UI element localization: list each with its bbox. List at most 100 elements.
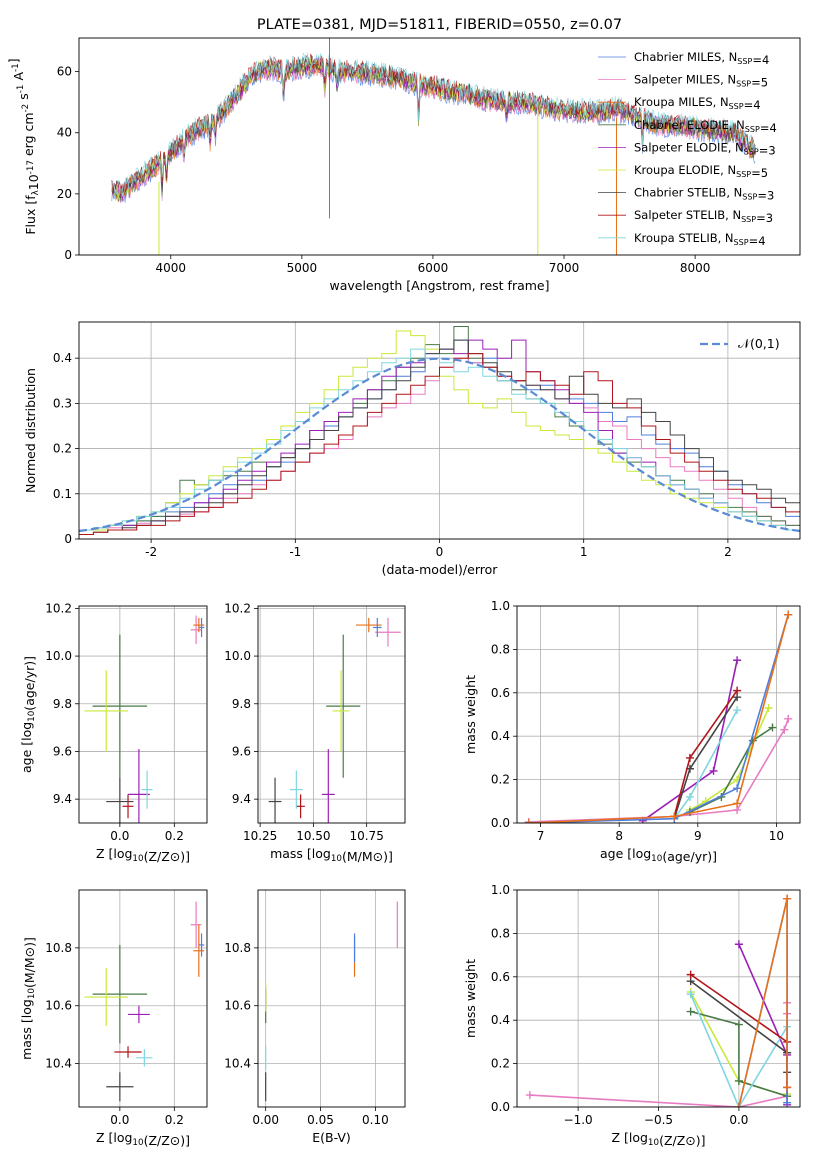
spectrum-series xyxy=(111,56,756,200)
y-tick-label: 0.4 xyxy=(53,351,72,365)
x-tick-label: 10.75 xyxy=(349,829,383,843)
weight-marker xyxy=(733,784,742,793)
x-tick-label: 7 xyxy=(537,829,545,843)
weight-age-lines xyxy=(524,610,793,823)
histogram-series xyxy=(79,348,800,539)
y-tick-label: 0.6 xyxy=(491,686,510,700)
residuals-axes: -2 -1 0 1 2 0 0.1 0.2 0.3 0.4 xyxy=(53,322,800,559)
spectrum-frame xyxy=(78,37,801,256)
weight-marker xyxy=(670,812,679,821)
weight-series xyxy=(528,614,789,823)
legend-label: Salpeter STELIB, NSSP=3 xyxy=(634,208,773,225)
histogram-series xyxy=(79,339,800,539)
y-tick-label: 9.6 xyxy=(53,744,72,758)
y-tick-label: 0 xyxy=(64,532,72,546)
y-tick-label: 10.4 xyxy=(224,1057,251,1071)
residuals-xlabel: (data-model)/error xyxy=(382,562,499,577)
x-tick-label: 7000 xyxy=(549,261,580,275)
y-tick-label: 0.1 xyxy=(53,487,72,501)
y-tick-label: 20 xyxy=(57,187,72,201)
y-tick-label: 0.2 xyxy=(491,1057,510,1071)
legend-label: Salpeter ELODIE, NSSP=3 xyxy=(634,140,776,157)
x-tick-label: 0 xyxy=(436,545,444,559)
legend-label: Chabrier MILES, NSSP=4 xyxy=(634,50,769,67)
x-tick-label: 6000 xyxy=(418,261,449,275)
y-tick-label: 0.3 xyxy=(53,396,72,410)
weight-marker xyxy=(685,753,694,762)
age-mass-points xyxy=(268,617,401,823)
spectrum-xlabel: wavelength [Angstrom, rest frame] xyxy=(329,278,549,293)
x-tick-label: 0.0 xyxy=(110,1113,129,1127)
x-tick-label: 4000 xyxy=(155,261,186,275)
weight-marker xyxy=(734,1020,743,1029)
weight-z-xlabel: Z [log10(Z/Z⊙)] xyxy=(611,1130,705,1148)
x-tick-label: 9 xyxy=(694,829,702,843)
y-tick-label: 0.6 xyxy=(491,970,510,984)
age-mass-axes: 10.25 10.50 10.75 9.4 9.6 9.8 10.0 10.2 xyxy=(224,601,405,843)
weight-marker xyxy=(733,706,742,715)
weight-z-axes: −1.0 −0.5 0.0 0.0 0.2 0.4 0.6 0.8 1.0 xyxy=(491,883,800,1127)
weight-marker xyxy=(783,1098,792,1107)
y-tick-label: 9.6 xyxy=(232,744,251,758)
x-tick-label: -1 xyxy=(289,545,301,559)
weight-marker xyxy=(525,1091,534,1100)
y-tick-label: 10.6 xyxy=(45,999,72,1013)
legend-label: Salpeter MILES, NSSP=5 xyxy=(634,73,768,90)
legend-label: Kroupa MILES, NSSP=4 xyxy=(634,95,761,112)
weight-marker xyxy=(764,703,773,712)
weight-marker xyxy=(733,656,742,665)
weight-age-ylabel: mass weight xyxy=(463,675,478,754)
spectrum-lines xyxy=(111,38,756,255)
mass-z-points xyxy=(84,901,205,1102)
x-tick-label: 5000 xyxy=(287,261,318,275)
spectrum-legend: Chabrier MILES, NSSP=4 Salpeter MILES, NS… xyxy=(598,50,777,248)
weight-marker xyxy=(780,725,789,734)
weight-marker xyxy=(783,894,792,903)
x-tick-label: 0.2 xyxy=(165,829,184,843)
weight-age-xlabel: age [log10(age/yr)] xyxy=(600,846,717,864)
y-tick-label: 0 xyxy=(64,248,72,262)
y-tick-label: 10.8 xyxy=(224,941,251,955)
legend-label: 𝒩(0,1) xyxy=(738,336,780,351)
x-tick-label: 8000 xyxy=(680,261,711,275)
x-tick-label: 10.25 xyxy=(243,829,277,843)
weight-series xyxy=(738,898,788,1107)
y-tick-label: 10.2 xyxy=(224,601,251,615)
x-tick-label: 0.2 xyxy=(165,1113,184,1127)
mass-ebv-axes: 0.00 0.05 0.10 10.4 10.6 10.8 xyxy=(224,890,405,1127)
y-tick-label: 0.8 xyxy=(491,926,510,940)
weight-z-lines xyxy=(525,894,792,1107)
weight-marker xyxy=(784,610,793,619)
weight-marker xyxy=(686,970,695,979)
weight-marker xyxy=(733,799,742,808)
legend-label: Kroupa STELIB, NSSP=4 xyxy=(634,231,766,248)
residuals-ylabel: Normed distribution xyxy=(23,368,38,493)
weight-series xyxy=(689,726,773,813)
spectrum-axes: 4000 5000 6000 7000 8000 0 20 40 60 xyxy=(57,65,711,275)
age-z-ylabel: age [log10(age/yr)] xyxy=(19,656,37,773)
weight-marker xyxy=(686,1007,695,1016)
mass-ebv-frame xyxy=(257,889,406,1108)
mass-z-xlabel: Z [log10(Z/Z⊙)] xyxy=(96,1130,190,1148)
weight-z-frame xyxy=(516,889,801,1108)
age-z-frame xyxy=(78,605,208,824)
x-tick-label: −1.0 xyxy=(564,1113,593,1127)
normal-curve xyxy=(79,357,800,533)
spectrum-series xyxy=(111,52,756,196)
x-tick-label: −0.5 xyxy=(644,1113,673,1127)
x-tick-label: 2 xyxy=(724,545,732,559)
y-tick-label: 9.4 xyxy=(53,792,72,806)
weight-series xyxy=(689,993,788,1107)
y-tick-label: 0.4 xyxy=(491,1013,510,1027)
weight-marker xyxy=(734,940,743,949)
y-tick-label: 0.2 xyxy=(491,773,510,787)
x-tick-label: 0.0 xyxy=(110,829,129,843)
y-tick-label: 0.8 xyxy=(491,642,510,656)
y-tick-label: 9.8 xyxy=(53,697,72,711)
y-tick-label: 10.0 xyxy=(224,649,251,663)
legend-label: Kroupa ELODIE, NSSP=5 xyxy=(634,163,768,180)
histogram-series xyxy=(79,353,800,539)
y-tick-label: 0.4 xyxy=(491,729,510,743)
y-tick-label: 9.4 xyxy=(232,792,251,806)
weight-marker xyxy=(733,686,742,695)
